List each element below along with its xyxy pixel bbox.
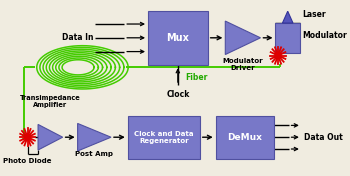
Text: Transimpedance
Amplifier: Transimpedance Amplifier — [20, 95, 81, 108]
Text: Clock and Data
Regenerator: Clock and Data Regenerator — [134, 131, 194, 144]
Text: Mux: Mux — [166, 33, 189, 43]
Circle shape — [25, 134, 30, 141]
Bar — [216, 116, 274, 159]
Text: Modulator
Driver: Modulator Driver — [223, 58, 263, 71]
Bar — [128, 116, 200, 159]
Text: Laser: Laser — [302, 10, 326, 19]
Circle shape — [275, 52, 281, 59]
Polygon shape — [38, 124, 63, 150]
Text: Fiber: Fiber — [185, 73, 208, 82]
Text: Data In: Data In — [62, 33, 93, 42]
Bar — [148, 11, 208, 65]
Text: Clock: Clock — [166, 90, 189, 99]
Bar — [275, 23, 300, 53]
Text: Data Out: Data Out — [303, 133, 342, 142]
Polygon shape — [78, 123, 111, 151]
Polygon shape — [282, 11, 293, 23]
Text: Post Amp: Post Amp — [75, 151, 113, 157]
Text: DeMux: DeMux — [227, 133, 262, 142]
Text: Photo Diode: Photo Diode — [3, 158, 52, 164]
Text: Modulator: Modulator — [302, 31, 346, 40]
Polygon shape — [225, 21, 260, 55]
